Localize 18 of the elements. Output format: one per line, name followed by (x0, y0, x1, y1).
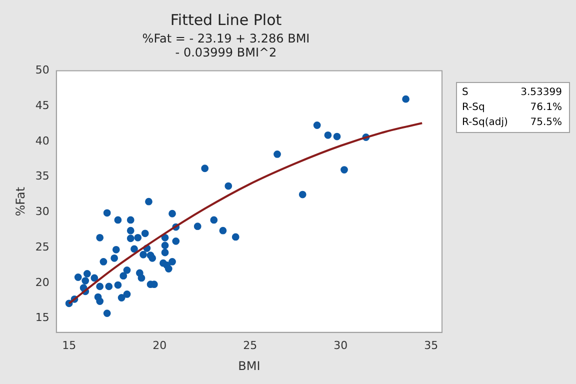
x-tick-label: 25 (243, 338, 258, 352)
y-tick-label: 15 (35, 311, 50, 324)
y-tick-label: 30 (35, 205, 50, 218)
x-tick-label: 20 (152, 338, 167, 352)
x-tick-label: 35 (424, 338, 438, 352)
x-tick-label: 30 (334, 338, 348, 352)
x-axis-title: BMI (238, 358, 260, 373)
chart-subtitle: %Fat = - 23.19 + 3.286 BMI - 0.03999 BMI^2 (142, 31, 310, 60)
statistics-box: S 3.53399 R-Sq 76.1% R-Sq(adj) 75.5% (456, 82, 570, 133)
y-tick-label: 40 (35, 134, 50, 148)
y-tick-label: 50 (35, 64, 50, 77)
chart-title: Fitted Line Plot (170, 10, 282, 29)
y-tick-label: 35 (35, 170, 50, 183)
x-tick-label: 15 (62, 338, 76, 352)
y-tick-label: 45 (35, 99, 50, 112)
y-axis-title: %Fat (13, 186, 28, 216)
y-tick-label: 20 (35, 276, 50, 289)
y-tick-label: 25 (35, 240, 50, 254)
